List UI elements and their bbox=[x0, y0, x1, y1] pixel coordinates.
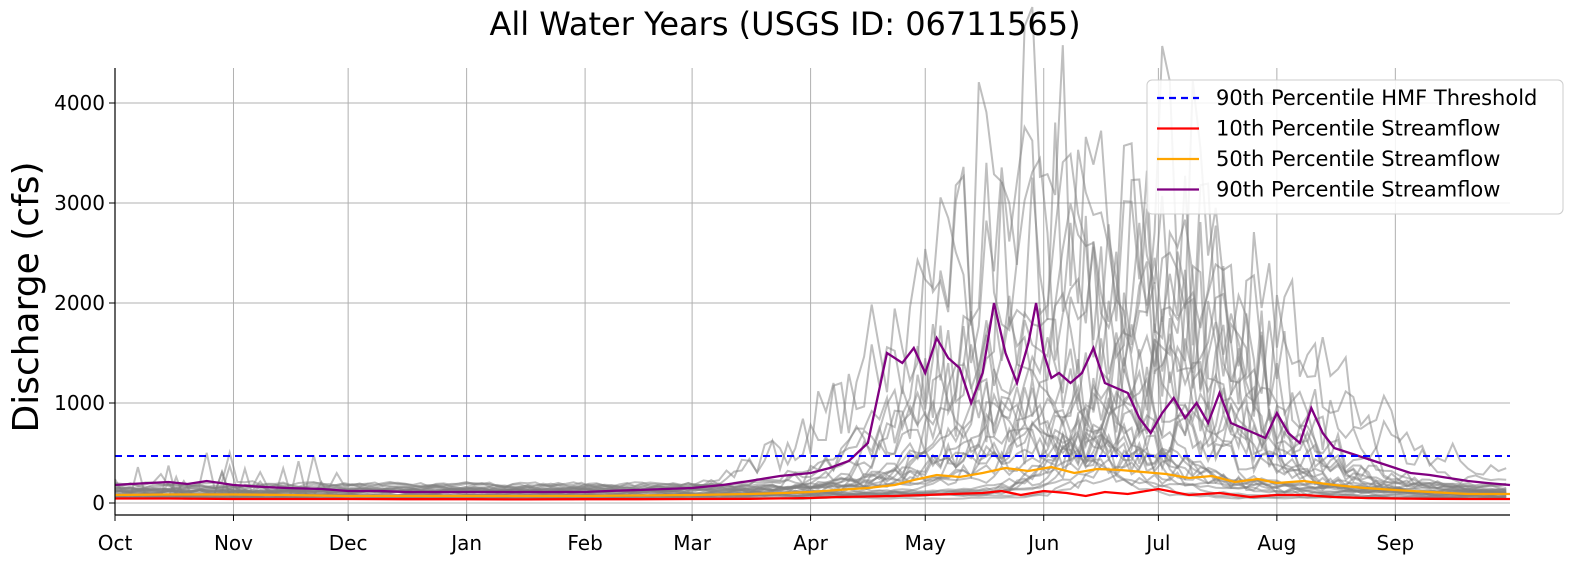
y-tick-label-0: 0 bbox=[92, 491, 105, 515]
legend: 90th Percentile HMF Threshold 10th Percen… bbox=[1146, 79, 1564, 215]
y-tick-label-2000: 2000 bbox=[54, 291, 105, 315]
water-year-line bbox=[114, 170, 1507, 497]
legend-frame bbox=[1146, 79, 1564, 215]
water-year-line bbox=[114, 417, 1507, 495]
x-tick-label-mar: Mar bbox=[673, 531, 712, 555]
chart-title: All Water Years (USGS ID: 06711565) bbox=[489, 5, 1080, 43]
x-tick-labels: Oct Nov Dec Jan Feb Mar Apr May Jun Jul Aug Sep bbox=[98, 515, 1414, 555]
x-tick-label-jan: Jan bbox=[449, 531, 482, 555]
y-tick-labels: 0 1000 2000 3000 4000 bbox=[54, 91, 115, 515]
x-tick-label-jul: Jul bbox=[1144, 531, 1170, 555]
y-axis-title: Discharge (cfs) bbox=[6, 161, 47, 432]
x-tick-label-sep: Sep bbox=[1376, 531, 1414, 555]
y-tick-label-4000: 4000 bbox=[54, 91, 105, 115]
x-tick-label-nov: Nov bbox=[214, 531, 253, 555]
percentile-series bbox=[114, 302, 1511, 501]
x-tick-label-aug: Aug bbox=[1257, 531, 1296, 555]
water-year-line bbox=[114, 308, 1507, 490]
y-tick-label-1000: 1000 bbox=[54, 391, 105, 415]
axes bbox=[114, 68, 1510, 516]
series-90th-percentile-streamflow bbox=[114, 302, 1511, 494]
legend-label-1: 10th Percentile Streamflow bbox=[1216, 117, 1500, 141]
series-10th-percentile-streamflow bbox=[115, 487, 1510, 501]
legend-label-2: 50th Percentile Streamflow bbox=[1216, 147, 1500, 171]
water-year-line bbox=[114, 414, 1507, 491]
y-tick-label-3000: 3000 bbox=[54, 191, 105, 215]
legend-label-0: 90th Percentile HMF Threshold bbox=[1216, 86, 1537, 110]
x-tick-label-apr: Apr bbox=[793, 531, 828, 555]
x-tick-label-dec: Dec bbox=[329, 531, 368, 555]
x-tick-label-feb: Feb bbox=[567, 531, 602, 555]
legend-label-3: 90th Percentile Streamflow bbox=[1216, 178, 1500, 202]
series-50th-percentile-streamflow bbox=[114, 465, 1510, 498]
x-tick-label-jun: Jun bbox=[1026, 531, 1059, 555]
x-tick-label-may: May bbox=[905, 531, 947, 555]
x-tick-label-oct: Oct bbox=[98, 531, 133, 555]
